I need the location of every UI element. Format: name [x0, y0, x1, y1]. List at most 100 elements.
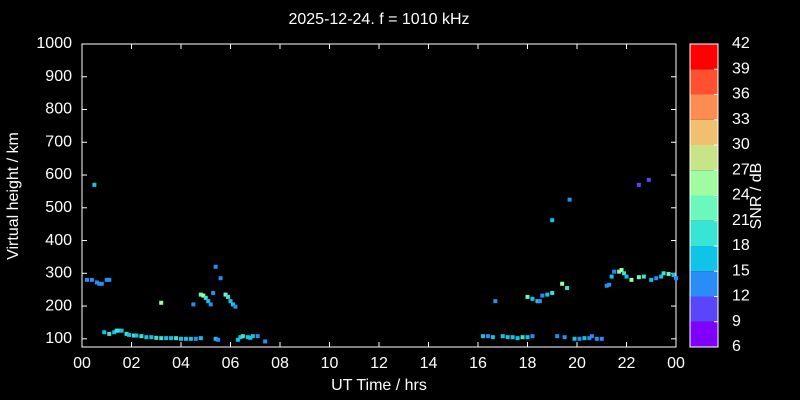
colorbar-band	[690, 69, 718, 95]
data-point	[641, 274, 646, 279]
data-point	[490, 335, 495, 340]
data-point	[671, 272, 676, 277]
data-point	[582, 336, 587, 341]
data-point	[213, 336, 218, 341]
data-point	[666, 271, 671, 276]
data-point	[245, 335, 250, 340]
y-tick-label: 800	[45, 101, 72, 118]
data-point	[206, 299, 211, 304]
colorbar-tick-label: 39	[732, 60, 750, 77]
data-point	[530, 334, 535, 339]
data-point	[216, 337, 221, 342]
y-tick-label: 300	[45, 265, 72, 282]
data-point	[540, 293, 545, 298]
x-tick-label: 20	[568, 355, 586, 372]
data-point	[636, 182, 641, 187]
data-point	[102, 330, 107, 335]
data-point	[183, 336, 188, 341]
data-point	[661, 271, 666, 276]
data-point	[629, 277, 634, 282]
y-tick-label: 100	[45, 330, 72, 347]
colorbar-band	[690, 246, 718, 272]
data-point	[203, 295, 208, 300]
data-point	[530, 296, 535, 301]
colorbar-tick-label: 27	[732, 161, 750, 178]
data-point	[235, 337, 240, 342]
data-point	[107, 331, 112, 336]
data-point	[493, 299, 498, 304]
x-tick-label: 14	[420, 355, 438, 372]
data-point	[198, 292, 203, 297]
data-point	[179, 336, 183, 341]
data-point	[480, 334, 485, 339]
x-tick-label: 16	[469, 355, 487, 372]
data-point	[612, 269, 617, 274]
data-point	[107, 277, 112, 282]
colorbar-band	[690, 119, 718, 145]
colorbar-tick-label: 24	[732, 187, 750, 204]
x-tick-label: 08	[271, 355, 289, 372]
data-point	[233, 304, 238, 309]
data-point	[525, 335, 530, 340]
data-point	[208, 302, 213, 307]
data-point	[646, 177, 651, 182]
data-point	[500, 334, 505, 339]
x-axis-label: UT Time / hrs	[331, 377, 427, 394]
data-point	[188, 336, 193, 341]
data-point	[636, 275, 641, 280]
data-point	[589, 334, 594, 339]
data-point	[240, 334, 245, 339]
chart-title: 2025-12-24. f = 1010 kHz	[288, 11, 469, 28]
y-tick-label: 200	[45, 297, 72, 314]
colorbar-band	[690, 44, 718, 70]
data-point	[154, 335, 159, 340]
data-point	[84, 277, 89, 282]
colorbar-label: SNR / dB	[748, 163, 765, 230]
data-point	[565, 286, 570, 291]
colorbar-band	[690, 145, 718, 171]
colorbar-tick-label: 36	[732, 86, 750, 103]
colorbar-tick-label: 15	[732, 262, 750, 279]
data-point	[248, 335, 253, 340]
data-point	[609, 274, 614, 279]
data-point	[89, 277, 94, 282]
data-point	[149, 335, 154, 340]
data-point	[604, 283, 609, 288]
data-point	[485, 334, 490, 339]
x-tick-label: 18	[519, 355, 537, 372]
data-point	[619, 268, 624, 273]
data-point	[198, 336, 203, 341]
data-point	[139, 334, 144, 339]
data-point	[624, 274, 629, 279]
data-point	[119, 328, 124, 333]
x-tick-label: 00	[73, 355, 91, 372]
data-point	[228, 299, 233, 304]
data-point	[169, 336, 174, 341]
colorbar-tick-label: 18	[732, 237, 750, 254]
data-point	[226, 294, 231, 299]
data-point	[144, 335, 149, 340]
y-tick-label: 700	[45, 133, 72, 150]
data-point	[250, 334, 255, 339]
data-point	[134, 333, 139, 338]
data-point	[537, 299, 542, 304]
data-point	[92, 182, 97, 187]
data-point	[191, 302, 196, 307]
data-point	[99, 281, 104, 286]
colorbar-band	[690, 321, 718, 347]
x-tick-label: 00	[667, 355, 685, 372]
x-tick-label: 10	[321, 355, 339, 372]
data-point	[545, 292, 550, 297]
data-point	[535, 299, 540, 304]
colorbar-tick-label: 30	[732, 136, 750, 153]
y-tick-label: 900	[45, 68, 72, 85]
plot-frame	[81, 43, 677, 348]
x-tick-label: 06	[222, 355, 240, 372]
data-point	[255, 334, 260, 339]
colorbar-band	[690, 271, 718, 297]
colorbar-band	[690, 195, 718, 221]
data-point	[201, 293, 206, 298]
y-tick-label: 400	[45, 232, 72, 249]
data-point	[230, 302, 235, 307]
data-point	[223, 292, 228, 297]
